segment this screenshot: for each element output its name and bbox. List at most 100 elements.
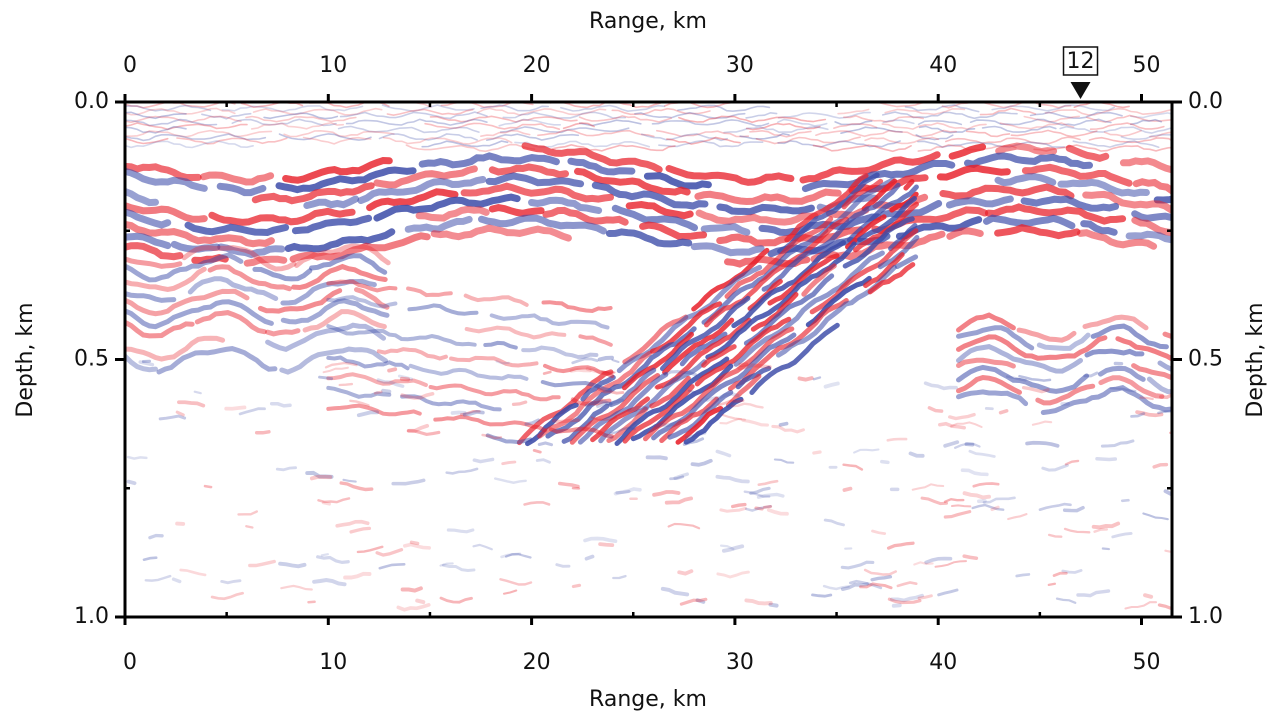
seismic-reflector [126,479,137,486]
seismic-reflector [220,579,242,585]
seismic-reflector [1143,593,1154,599]
seismic-reflector [842,486,853,492]
seismic-reflector [1021,163,1133,187]
seismic-reflector [238,407,266,416]
seismic-reflector [896,581,918,588]
x-tick-label-top: 40 [929,53,957,78]
seismic-reflector [265,328,301,337]
seismic-reflector [486,133,580,141]
seismic-reflector [857,196,917,243]
seismic-reflector [889,593,924,603]
seismic-reflector [962,491,991,500]
seismic-reflector [1157,360,1172,373]
seismic-reflector [1063,527,1091,534]
seismic-reflector [278,133,372,141]
seismic-reflector [283,129,395,138]
seismic-reflector [1170,348,1172,353]
seismic-reflector [1120,498,1130,503]
seismic-reflector [934,560,968,568]
seismic-reflector [1084,348,1145,358]
seismic-reflector [956,374,1022,395]
seismic-reflector [439,596,473,604]
seismic-reflector [142,556,158,561]
seismic-reflector [757,479,779,487]
seismic-reflector [322,366,349,374]
seismic-reflector [738,362,749,367]
seismic-reflector [881,122,987,130]
seismic-reflector [1029,111,1123,120]
seismic-reflector [406,429,441,437]
seismic-reflector [318,375,334,381]
x-tick-label-bottom: 30 [726,650,754,675]
seismic-reflector [376,378,405,388]
seismic-reflector [407,303,479,316]
seismic-reflector [848,579,883,590]
seismic-reflector [580,375,616,402]
seismic-reflector [439,562,454,567]
seismic-reflector [984,203,1127,225]
seismic-reflector [649,375,691,409]
seismic-reflector [938,421,966,430]
seismic-reflector [962,554,979,560]
seismic-reflector [945,195,1014,209]
seismic-reflector [542,206,629,226]
seismic-reflector [983,214,1076,230]
seismic-reflector [943,440,960,448]
seismic-reflector [1139,396,1154,401]
seismic-reflector [338,382,354,387]
seismic-reflector [257,288,343,314]
seismic-reflector [125,288,250,317]
seismic-reflector [612,574,627,580]
seismic-reflector [449,355,539,368]
seismic-reflector [643,172,712,190]
seismic-reflector [744,598,773,606]
seismic-reflector [1038,502,1072,512]
seismic-reflector [542,370,552,375]
seismic-reflector [237,510,258,516]
seismic-reflector [611,358,620,364]
seismic-reflector [574,167,691,196]
seismic-reflector [561,403,610,444]
seismic-reflector [125,252,244,283]
seismic-reflector [408,363,529,381]
station-box [1062,46,1099,76]
seismic-reflector [731,240,846,329]
seismic-reflector [504,552,532,559]
seismic-reflector [569,373,661,445]
y-tick-label-right: 1.0 [1188,604,1223,629]
seismic-reflector [634,111,746,119]
seismic-reflector [343,571,372,580]
seismic-reflector [396,603,431,612]
seismic-reflector [982,496,1016,504]
y-tick-label-left: 1.0 [74,604,109,629]
seismic-reflector [1157,603,1172,611]
seismic-reflector [357,176,487,204]
seismic-reflector [948,143,987,160]
seismic-reflector [485,172,585,188]
x-axis-title-top: Range, km [589,9,707,34]
seismic-reflector [303,195,360,209]
seismic-reflector [366,188,459,212]
seismic-reflector [543,363,615,379]
seismic-reflector [1098,365,1146,382]
seismic-reflector [545,326,697,439]
seismic-reflector [645,455,668,461]
seismic-reflector [528,196,603,214]
seismic-reflector [946,227,984,240]
seismic-reflector [715,474,750,484]
seismic-reflector [690,242,765,257]
seismic-reflector [430,224,572,242]
seismic-reflector [176,137,288,145]
seismic-reflector [585,366,615,375]
seismic-reflector [144,574,172,582]
seismic-reflector [939,183,1075,200]
seismic-reflector [1146,376,1172,395]
seismic-reflector [138,360,155,367]
seismic-reflector [537,350,652,439]
seismic-reflector [326,355,410,371]
seismic-reflector [208,207,356,226]
seismic-reflector [950,504,972,508]
seismic-reflector [540,380,612,393]
seismic-reflector [812,144,912,153]
seismic-reflector [943,497,965,503]
